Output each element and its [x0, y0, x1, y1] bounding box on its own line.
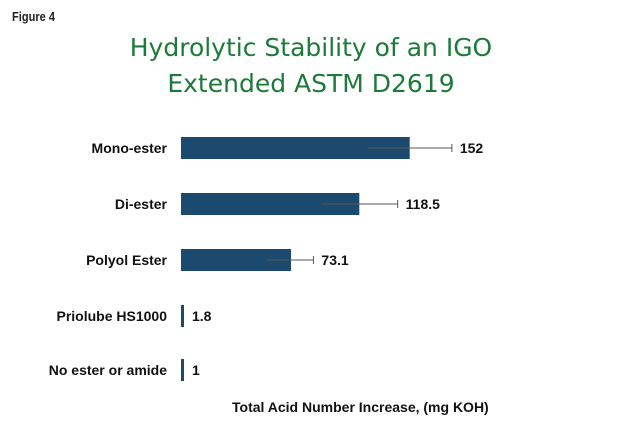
bar-3 [181, 305, 184, 327]
category-label-1: Di-ester [115, 196, 168, 212]
value-label-3: 1.8 [192, 308, 212, 324]
bars-layer [181, 137, 410, 381]
value-label-2: 73.1 [321, 252, 348, 268]
value-label-0: 152 [460, 140, 484, 156]
bar-4 [181, 359, 184, 381]
value-label-1: 118.5 [406, 196, 440, 212]
bar-1 [181, 193, 360, 215]
bar-0 [181, 137, 410, 159]
labels-layer: Mono-ester 152 Di-ester 118.5 Polyol Ester 73… [49, 140, 484, 378]
bar-2 [181, 249, 291, 271]
figure-label: Figure 4 [12, 9, 55, 24]
value-label-4: 1 [192, 362, 200, 378]
chart-title-line-1: Hydrolytic Stability of an IGO [129, 33, 493, 62]
chart-title-line-2: Extended ASTM D2619 [167, 69, 455, 98]
error-bars-layer [266, 144, 453, 264]
category-label-2: Polyol Ester [86, 252, 167, 268]
category-label-4: No ester or amide [49, 362, 167, 378]
category-label-0: Mono-ester [92, 140, 168, 156]
chart-title: Hydrolytic Stability of an IGO Extended … [0, 30, 622, 102]
x-axis-label: Total Acid Number Increase, (mg KOH) [232, 399, 489, 415]
category-label-3: Priolube HS1000 [57, 308, 168, 324]
